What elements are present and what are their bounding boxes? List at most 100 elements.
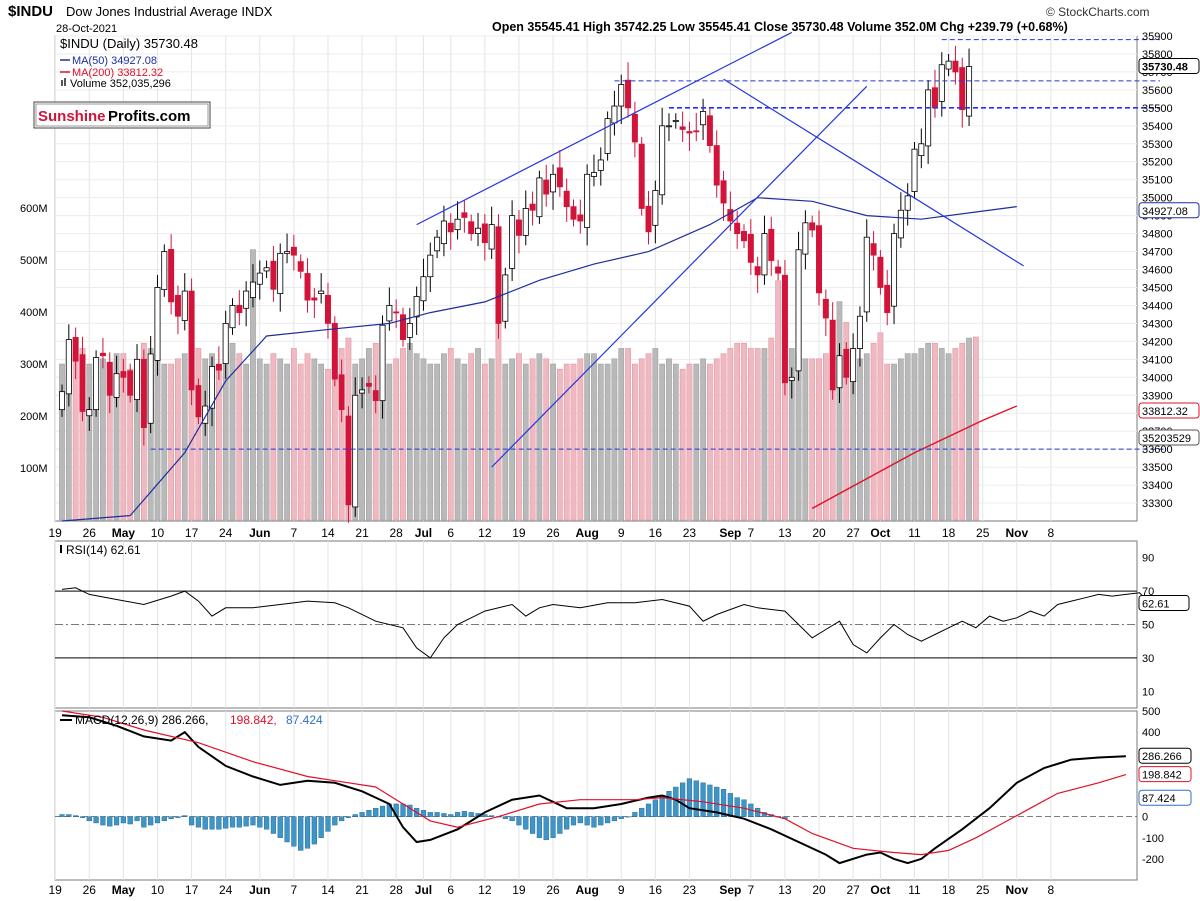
candle-body: [379, 324, 386, 402]
x-tick-label-bottom: 24: [219, 883, 233, 897]
candle-body: [263, 267, 270, 272]
volume-bar: [304, 353, 311, 521]
price-tick-label: 35600: [1142, 85, 1173, 97]
rsi-tick-label: 90: [1142, 553, 1154, 565]
macd-tick-label: 400: [1142, 727, 1160, 739]
candle-body: [331, 323, 338, 380]
candle-body: [475, 227, 482, 234]
macd-histogram-bar: [625, 816, 631, 818]
candle-body: [891, 233, 898, 307]
macd-histogram-bar: [632, 812, 638, 817]
candle-body: [590, 172, 597, 177]
volume-bar: [454, 358, 461, 521]
candle-body: [440, 220, 447, 245]
macd-histogram-bar: [543, 816, 549, 841]
rsi-value-label: 62.61: [1142, 598, 1170, 610]
volume-bar: [672, 363, 679, 521]
x-tick-label-bottom: Jun: [249, 883, 270, 897]
candle-body: [543, 179, 550, 195]
candle-body: [406, 323, 413, 338]
macd-tick-label: -200: [1142, 854, 1164, 866]
candle-body: [713, 145, 720, 186]
volume-bar: [720, 353, 727, 521]
macd-histogram-bar: [427, 812, 433, 817]
x-tick-label-bottom: 25: [976, 883, 990, 897]
x-tick-label: 24: [219, 526, 233, 540]
x-tick-label-bottom: 7: [747, 883, 754, 897]
candle-body: [918, 143, 925, 157]
macd-histogram-bar: [345, 816, 352, 818]
candle-body: [147, 353, 154, 424]
macd-histogram-bar: [66, 814, 72, 817]
candle-body: [945, 60, 952, 70]
volume-bar: [741, 342, 747, 521]
price-tick-label: 34500: [1142, 282, 1173, 294]
candle-body: [236, 305, 243, 314]
volume-bar: [577, 358, 584, 521]
volume-bar: [863, 353, 870, 521]
volume-bar: [659, 363, 666, 521]
macd-histogram-bar: [291, 816, 297, 847]
macd-histogram-bar: [352, 814, 358, 817]
legend-volume: Volume 352,035,296: [70, 78, 171, 90]
volume-bar: [536, 353, 543, 521]
x-tick-label: 8: [1048, 526, 1055, 540]
ma200-value-label: 33812.32: [1142, 406, 1188, 418]
volume-bar: [638, 358, 645, 521]
volume-bar: [359, 358, 365, 521]
candle-body: [556, 167, 563, 188]
candle-body: [93, 357, 100, 411]
candle-body: [134, 358, 141, 400]
candle-body: [195, 385, 202, 418]
volume-bar: [754, 348, 761, 521]
macd-histogram-bar: [100, 816, 106, 826]
macd-histogram-bar: [468, 812, 474, 817]
macd-histogram-bar: [605, 816, 611, 824]
macd-histogram-bar: [209, 816, 215, 830]
candle-body: [154, 287, 161, 361]
watermark-text: © StockCharts.com: [1046, 5, 1150, 19]
volume-bar: [768, 337, 775, 521]
candle-body: [625, 79, 632, 109]
candle-body: [604, 118, 611, 154]
macd-histogram-bar: [482, 814, 488, 817]
candle-body: [911, 148, 918, 192]
macd-histogram-bar: [591, 816, 597, 828]
candle-body: [461, 212, 468, 218]
candle-body: [140, 358, 147, 428]
histogram-value-label-box: [1138, 789, 1192, 806]
x-tick-label-bottom: 17: [185, 883, 199, 897]
macd-histogram-bar: [454, 812, 461, 817]
volume-bar: [557, 368, 563, 521]
volume-bar: [393, 358, 400, 521]
ma50-value-label-box: [1138, 202, 1200, 219]
x-tick-label-bottom: 26: [83, 883, 97, 897]
candle-body: [434, 236, 441, 252]
macd-histogram-bar: [243, 816, 249, 827]
macd-histogram-bar: [113, 816, 120, 826]
volume-bar: [386, 363, 393, 521]
price-tick-label: 33300: [1142, 498, 1173, 510]
x-tick-label: Sep: [719, 526, 741, 540]
macd-value-label: 286.266: [1142, 751, 1182, 763]
volume-bar: [475, 348, 481, 521]
macd-histogram-bar: [584, 816, 590, 826]
x-tick-label-bottom: 21: [355, 883, 369, 897]
legend-ma200: MA(200) 33812.32: [72, 67, 163, 79]
candle-body: [502, 274, 509, 322]
volume-bar: [734, 342, 741, 521]
macd-histogram-bar: [523, 816, 529, 830]
candle-body: [120, 371, 127, 378]
volume-tick-label: 500M: [20, 255, 48, 267]
candle-body: [372, 390, 379, 402]
price-tick-label: 34200: [1142, 336, 1173, 348]
volume-bar: [420, 358, 427, 521]
x-tick-label: 27: [846, 526, 860, 540]
price-tick-label: 34400: [1142, 300, 1173, 312]
x-tick-label: 28: [390, 526, 404, 540]
chart-index-name: Dow Jones Industrial Average INDX: [66, 4, 273, 19]
macd-histogram-bar: [359, 812, 365, 817]
x-tick-label: 25: [976, 526, 990, 540]
logo-sunshine: Sunshine: [38, 108, 106, 125]
x-tick-label-bottom: 18: [942, 883, 956, 897]
